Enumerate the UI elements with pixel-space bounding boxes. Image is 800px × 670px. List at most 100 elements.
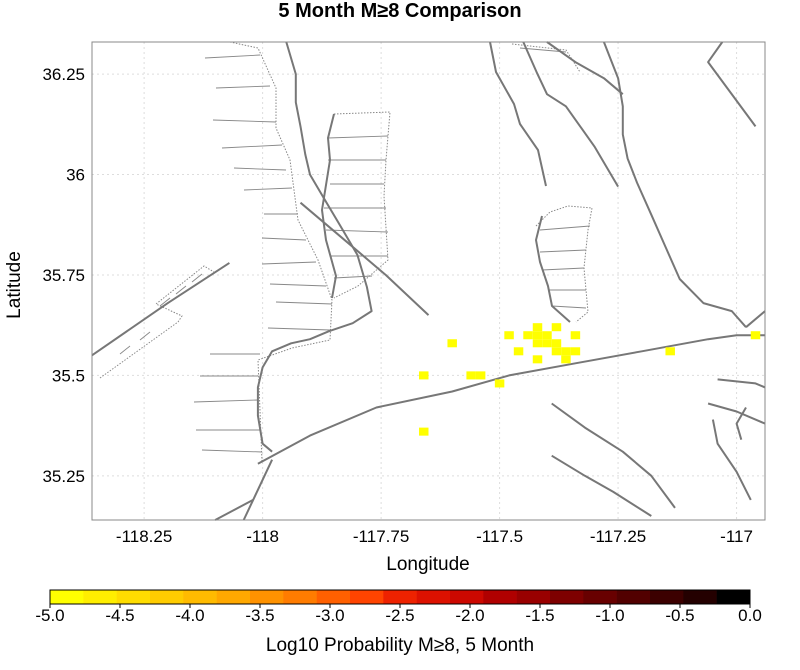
probability-cells bbox=[419, 323, 761, 436]
x-tick-label: -118.25 bbox=[116, 527, 172, 546]
colorbar-tick-label: -2.5 bbox=[385, 606, 414, 625]
colorbar-step bbox=[416, 590, 451, 604]
fault-trace bbox=[522, 41, 619, 188]
colorbar-step bbox=[450, 590, 484, 604]
fault-lines bbox=[91, 41, 766, 521]
colorbar-tick-label: -4.5 bbox=[105, 606, 134, 625]
colorbar: -5.0 -4.5 -4.0 -3.5 -3.0 -2.5 -2.0 -1.5 -1.0 -0.5… bbox=[35, 589, 762, 656]
x-tick-label: -117.5 bbox=[476, 527, 523, 546]
probability-cell bbox=[532, 323, 543, 332]
probability-cell bbox=[419, 371, 429, 380]
x-axis-ticks: -118.25 -118 -117.75 -117.5 -117.25 -117 bbox=[116, 527, 753, 546]
colorbar-step bbox=[483, 590, 517, 604]
fault-zone-strip bbox=[535, 205, 593, 323]
colorbar-step bbox=[283, 590, 317, 604]
probability-cell bbox=[570, 331, 581, 340]
y-tick-label: 35.75 bbox=[42, 266, 85, 285]
chart-title: 5 Month M≥8 Comparison bbox=[278, 0, 521, 22]
colorbar-tick-label: -1.5 bbox=[525, 606, 554, 625]
fault-trace bbox=[320, 113, 338, 299]
fault-trace bbox=[711, 419, 752, 501]
probability-cell bbox=[551, 339, 562, 348]
colorbar-tick-label: 0.0 bbox=[738, 606, 762, 625]
fault-trace bbox=[91, 262, 230, 357]
probability-cell bbox=[494, 379, 505, 388]
colorbar-step bbox=[350, 590, 384, 604]
fault-trace bbox=[534, 215, 571, 323]
fault-trace bbox=[242, 459, 274, 521]
x-tick-label: -117 bbox=[720, 527, 753, 546]
colorbar-step bbox=[650, 590, 684, 604]
fault-zone-strip bbox=[99, 265, 215, 379]
probability-cell bbox=[532, 355, 543, 364]
fault-trace bbox=[546, 41, 624, 95]
fault-zone-outlines bbox=[99, 41, 593, 463]
probability-cell bbox=[542, 339, 552, 348]
fault-trace bbox=[299, 201, 430, 316]
probability-cell bbox=[551, 347, 562, 356]
fault-trace bbox=[602, 41, 747, 328]
probability-cell bbox=[447, 339, 457, 348]
fault-zone-strip bbox=[333, 111, 391, 299]
colorbar-step bbox=[116, 590, 151, 604]
colorbar-step bbox=[250, 590, 284, 604]
colorbar-tick-label: -3.5 bbox=[245, 606, 274, 625]
plot-frame bbox=[91, 41, 766, 521]
fault-zone-strip bbox=[229, 41, 333, 463]
colorbar-tick-label: -4.0 bbox=[175, 606, 204, 625]
y-tick-label: 35.5 bbox=[52, 366, 85, 385]
probability-cell bbox=[561, 355, 571, 364]
fault-trace bbox=[717, 378, 766, 389]
colorbar-step bbox=[550, 590, 584, 604]
y-axis-ticks: 35.25 35.5 35.75 36 36.25 bbox=[42, 65, 85, 486]
fault-zone-strip bbox=[511, 43, 581, 73]
fault-trace bbox=[745, 310, 766, 328]
colorbar-tick-label: -1.0 bbox=[595, 606, 624, 625]
fault-trace bbox=[214, 499, 254, 521]
fault-trace bbox=[489, 41, 547, 187]
fault-trace bbox=[551, 402, 676, 509]
colorbar-tick-label: -2.0 bbox=[455, 606, 484, 625]
colorbar-step bbox=[683, 590, 717, 604]
probability-cell bbox=[542, 331, 552, 340]
probability-cell bbox=[513, 347, 524, 356]
x-tick-label: -117.75 bbox=[353, 527, 409, 546]
probability-cell bbox=[532, 331, 543, 340]
fault-zone-rungs bbox=[119, 47, 591, 453]
y-axis-label: Latitude bbox=[4, 251, 25, 319]
colorbar-ticks: -5.0 -4.5 -4.0 -3.5 -3.0 -2.5 -2.0 -1.5 -1.0 -0.5… bbox=[35, 604, 762, 625]
x-tick-label: -117.25 bbox=[590, 527, 646, 546]
probability-cell bbox=[466, 371, 476, 380]
x-axis-label: Longitude bbox=[386, 554, 469, 575]
colorbar-step bbox=[616, 590, 651, 604]
fault-trace bbox=[735, 406, 747, 440]
x-tick-label: -118 bbox=[246, 527, 279, 546]
fault-trace bbox=[707, 41, 757, 127]
colorbar-tick-label: -3.0 bbox=[315, 606, 344, 625]
fault-trace bbox=[257, 334, 765, 465]
colorbar-step bbox=[583, 590, 617, 604]
colorbar-step bbox=[216, 590, 251, 604]
colorbar-step bbox=[316, 590, 351, 604]
colorbar-label: Log10 Probability M≥8, 5 Month bbox=[266, 635, 534, 656]
probability-cell bbox=[504, 331, 514, 340]
colorbar-step bbox=[516, 590, 551, 604]
fault-trace bbox=[256, 41, 373, 453]
colorbar-step bbox=[83, 590, 117, 604]
colorbar-step bbox=[183, 590, 217, 604]
probability-cell bbox=[551, 323, 562, 332]
y-tick-label: 36.25 bbox=[42, 65, 85, 84]
y-tick-label: 35.25 bbox=[42, 467, 85, 486]
colorbar-step bbox=[150, 590, 184, 604]
colorbar-tick-label: -0.5 bbox=[665, 606, 694, 625]
y-tick-label: 36 bbox=[66, 166, 85, 185]
colorbar-step bbox=[383, 590, 417, 604]
probability-cell bbox=[475, 371, 486, 380]
colorbar-tick-label: -5.0 bbox=[35, 606, 64, 625]
probability-cell bbox=[523, 331, 533, 340]
fault-trace bbox=[707, 402, 766, 425]
probability-cell bbox=[750, 331, 761, 340]
colorbar-steps bbox=[50, 590, 751, 604]
probability-cell bbox=[665, 347, 675, 356]
probability-cell bbox=[561, 347, 571, 356]
